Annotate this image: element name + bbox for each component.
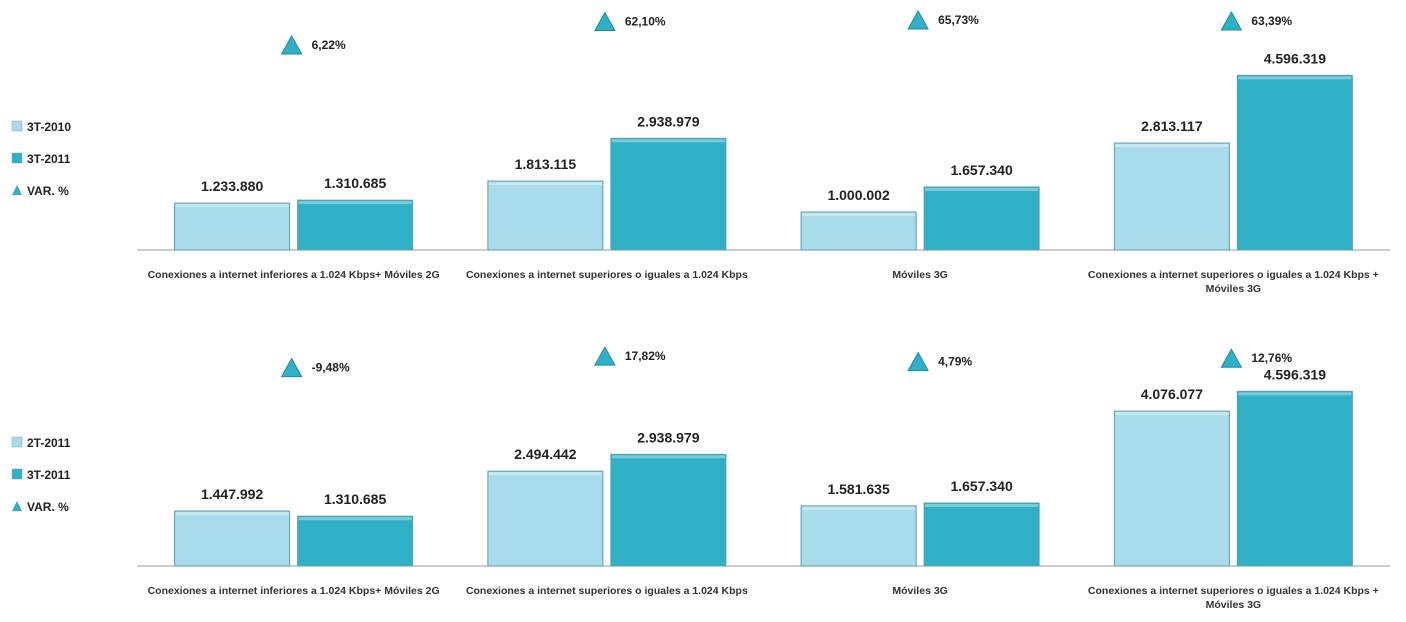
bar-highlight: [925, 188, 1039, 192]
bar: [1236, 74, 1353, 251]
x-tick-label: Móviles 3G: [892, 585, 948, 597]
legend-label: VAR. %: [27, 500, 69, 514]
bar-highlight: [298, 201, 412, 205]
bar: [800, 211, 917, 251]
value-label: 2.938.979: [637, 429, 699, 445]
var-label: 63,39%: [1251, 14, 1292, 28]
var-marker: [594, 346, 616, 366]
value-label: 1.447.992: [201, 486, 263, 502]
value-label: 1.813.115: [515, 156, 577, 172]
legend-marker: [11, 152, 23, 164]
value-label: 4.596.319: [1264, 50, 1326, 66]
bar: [610, 453, 727, 567]
value-label: 1.310.685: [324, 491, 386, 507]
var-marker: [594, 11, 616, 32]
var-label: 4,79%: [938, 355, 972, 369]
value-label: 1.233.880: [201, 178, 263, 194]
var-label: -9,48%: [312, 361, 350, 375]
bar-highlight: [1115, 144, 1229, 148]
bar: [923, 186, 1040, 251]
bar-highlight: [488, 182, 602, 186]
bar: [487, 180, 604, 251]
var-label: 65,73%: [938, 13, 979, 27]
x-tick-label: Conexiones a internet inferiores a 1.024…: [147, 585, 440, 597]
bar: [174, 202, 291, 251]
value-label: 4.076.077: [1141, 386, 1203, 402]
bar-highlight: [175, 204, 289, 208]
var-marker: [907, 351, 929, 372]
value-label: 2.813.117: [1141, 118, 1203, 134]
var-label: 17,82%: [625, 349, 666, 363]
var-marker: [280, 357, 303, 378]
bar: [1113, 142, 1230, 251]
bar-highlight: [611, 139, 725, 143]
value-label: 1.657.340: [950, 478, 1012, 494]
x-tick-label: Conexiones a internet inferiores a 1.024…: [147, 269, 440, 281]
value-label: 4.596.319: [1264, 366, 1326, 382]
value-label: 1.310.685: [324, 175, 386, 191]
var-marker: [280, 34, 303, 55]
legend-marker: [12, 501, 22, 511]
x-tick-label: Conexiones a internet superiores o igual…: [1087, 269, 1379, 295]
bar-highlight: [802, 506, 916, 510]
value-label: 1.657.340: [950, 162, 1012, 178]
legend-marker: [12, 185, 22, 195]
bar: [800, 505, 917, 567]
x-tick-label: Conexiones a internet superiores o igual…: [1087, 585, 1379, 611]
x-tick-label: Conexiones a internet superiores o igual…: [465, 269, 748, 281]
bar: [1236, 390, 1353, 567]
bar-highlight: [1238, 76, 1352, 80]
bar-highlight: [1115, 412, 1229, 416]
bar: [1113, 410, 1230, 567]
x-tick-label: Móviles 3G: [892, 269, 948, 281]
var-marker: [1220, 348, 1243, 368]
legend-marker: [11, 120, 23, 132]
value-label: 1.581.635: [827, 481, 889, 497]
bar: [174, 510, 291, 567]
var-marker: [1220, 10, 1243, 31]
bar-highlight: [802, 212, 916, 216]
value-label: 2.938.979: [637, 113, 699, 129]
var-label: 12,76%: [1251, 351, 1292, 365]
bar-highlight: [611, 455, 725, 459]
bar: [610, 137, 727, 251]
legend-marker: [11, 468, 23, 480]
legend-label: 3T-2011: [27, 152, 71, 166]
bar-highlight: [1238, 392, 1352, 396]
x-tick-label: Conexiones a internet superiores o igual…: [465, 585, 748, 597]
value-label: 1.000.002: [827, 187, 889, 203]
bar-highlight: [298, 517, 412, 521]
legend-label: VAR. %: [27, 184, 69, 198]
var-label: 62,10%: [625, 15, 666, 29]
legend-label: 2T-2011: [27, 436, 71, 450]
bar: [297, 199, 414, 251]
legend-label: 3T-2011: [27, 468, 71, 482]
bar: [297, 515, 414, 567]
var-marker: [907, 9, 929, 30]
bar-highlight: [925, 504, 1039, 508]
bar-highlight: [488, 472, 602, 476]
bar: [487, 470, 604, 567]
bar: [923, 502, 1040, 567]
value-label: 2.494.442: [514, 446, 576, 462]
var-label: 6,22%: [312, 38, 346, 52]
legend-marker: [11, 436, 23, 448]
legend-label: 3T-2010: [27, 120, 71, 134]
bar-highlight: [175, 511, 289, 515]
